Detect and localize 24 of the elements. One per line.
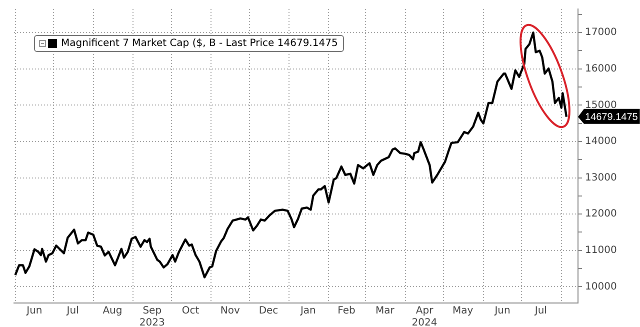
annotation: 14679.1475: [585, 112, 638, 124]
x-tick-label: Oct: [182, 306, 200, 317]
y-tick-label: 12000: [585, 208, 617, 220]
x-tick-label: Apr 2024: [412, 306, 438, 327]
x-tick-label: Aug: [102, 306, 122, 317]
x-tick-label: Dec: [258, 306, 278, 317]
y-tick-label: 14000: [585, 136, 617, 148]
y-tick-label: 16000: [585, 63, 617, 74]
y-tick-label: 17000: [585, 27, 617, 38]
x-tick-label: Jul: [534, 306, 547, 317]
x-tick-label: Jun: [494, 306, 510, 317]
y-tick-label: 13000: [585, 172, 617, 184]
y-tick-label: 11000: [585, 244, 617, 256]
x-tick-label: Mar: [375, 306, 396, 317]
x-tick-label: Feb: [338, 306, 356, 317]
x-tick-label: Jul: [66, 306, 79, 317]
x-tick-label: Jun: [26, 306, 42, 317]
y-tick-label: 15000: [585, 100, 617, 111]
legend-label: Magnificent 7 Market Cap ($, B - Last Price 14679.1475: [61, 38, 338, 49]
x-tick-label: Jan: [299, 306, 316, 317]
x-tick-label: Nov: [220, 306, 240, 317]
y-tick-label: 10000: [585, 281, 617, 292]
x-tick-label: Sep 2023: [139, 306, 165, 327]
x-tick-label: May: [452, 306, 474, 317]
